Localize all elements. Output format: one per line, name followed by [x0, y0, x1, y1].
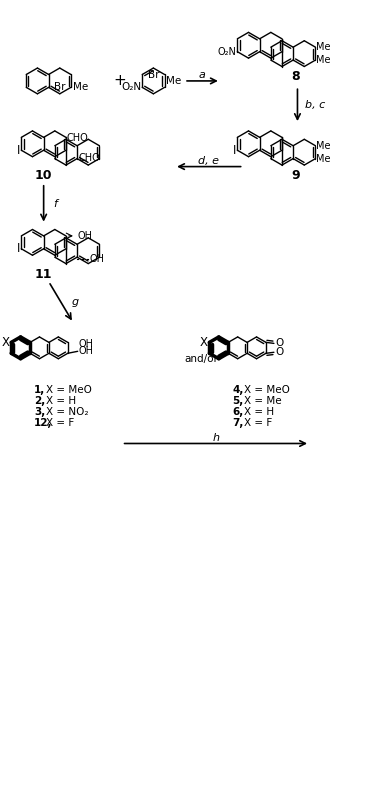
Text: 2,: 2,	[34, 396, 45, 406]
Text: I: I	[17, 144, 20, 156]
Text: O: O	[275, 347, 283, 358]
Text: X: X	[199, 336, 207, 349]
Text: O₂N: O₂N	[218, 47, 236, 57]
Text: X = NO₂: X = NO₂	[46, 407, 88, 417]
Text: 8: 8	[291, 71, 300, 83]
Text: 9: 9	[291, 169, 300, 182]
Text: I: I	[233, 144, 236, 156]
Text: h: h	[212, 432, 219, 443]
Text: CHO: CHO	[78, 152, 100, 163]
Text: X = F: X = F	[244, 418, 272, 427]
Text: 4,: 4,	[232, 385, 243, 395]
Text: 5,: 5,	[232, 396, 243, 406]
Text: Br: Br	[54, 82, 66, 91]
Text: X: X	[1, 336, 9, 349]
Text: 6,: 6,	[232, 407, 243, 417]
Text: O: O	[275, 338, 283, 348]
Text: 11: 11	[35, 268, 53, 281]
Text: X = F: X = F	[46, 418, 74, 427]
Text: X = Me: X = Me	[244, 396, 282, 406]
Text: Me: Me	[317, 140, 331, 151]
Text: 7,: 7,	[232, 418, 243, 427]
Text: X = H: X = H	[244, 407, 274, 417]
Text: Me: Me	[317, 43, 331, 52]
Text: Me: Me	[165, 76, 181, 87]
Text: X = MeO: X = MeO	[244, 385, 290, 395]
Text: d, e: d, e	[199, 156, 219, 166]
Text: X = H: X = H	[46, 396, 76, 406]
Text: b, c: b, c	[305, 100, 325, 110]
Text: OH: OH	[79, 346, 94, 356]
Text: Me: Me	[73, 83, 88, 92]
Text: Br: Br	[147, 70, 159, 80]
Text: OH: OH	[78, 231, 93, 241]
Text: O₂N: O₂N	[121, 83, 141, 92]
Text: 1,: 1,	[34, 385, 45, 395]
Text: OH: OH	[79, 339, 94, 350]
Text: +: +	[113, 74, 126, 88]
Text: 12,: 12,	[34, 418, 53, 427]
Text: 10: 10	[35, 169, 53, 182]
Text: and/or: and/or	[184, 354, 218, 364]
Text: g: g	[71, 298, 78, 307]
Text: CHO: CHO	[67, 133, 89, 144]
Text: a: a	[199, 70, 206, 80]
Text: Me: Me	[317, 55, 331, 65]
Text: 3,: 3,	[34, 407, 45, 417]
Text: OH: OH	[89, 254, 104, 264]
Text: Me: Me	[317, 154, 331, 164]
Text: X = MeO: X = MeO	[46, 385, 92, 395]
Text: I: I	[17, 242, 20, 255]
Text: f: f	[54, 199, 58, 209]
